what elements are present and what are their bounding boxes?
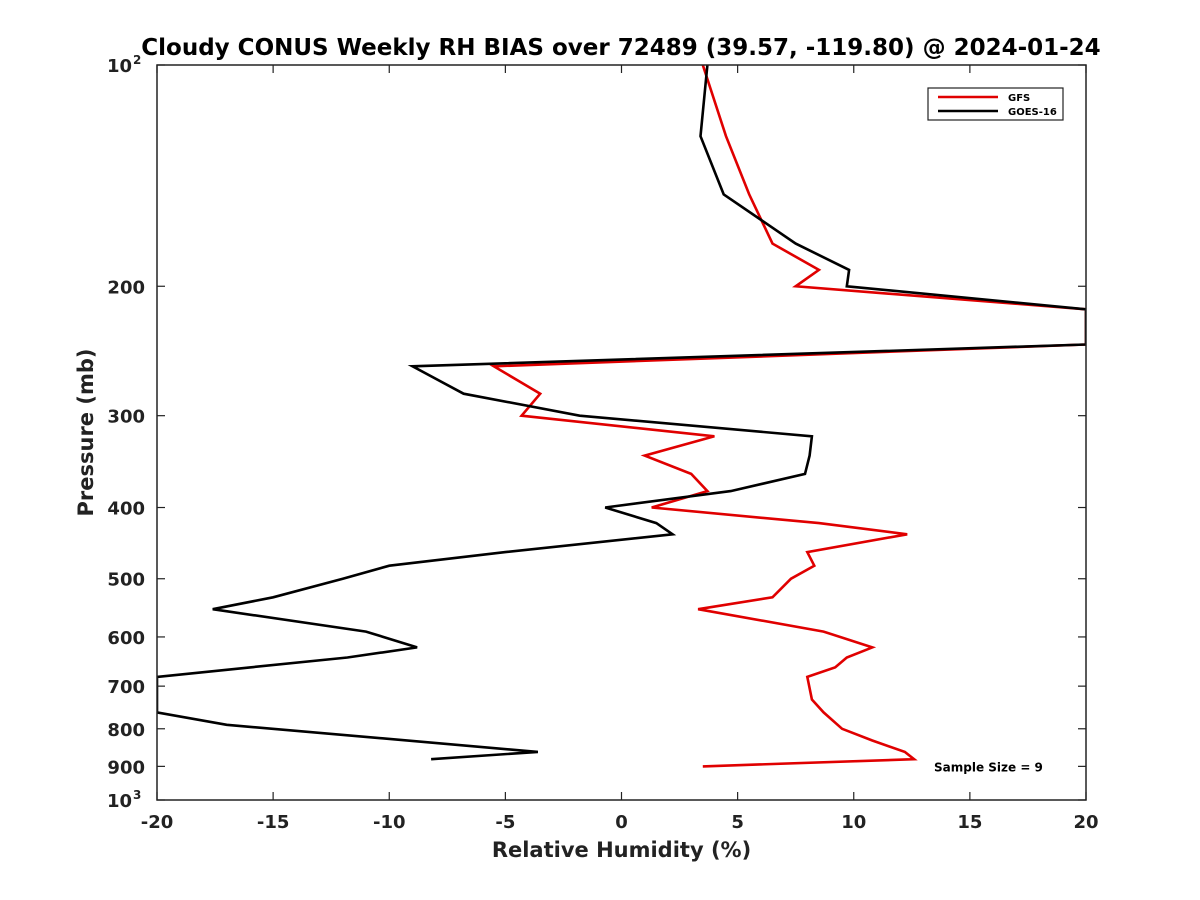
sample-size-annotation: Sample Size = 9 [934,760,1043,774]
x-tick-label: -10 [373,812,406,833]
x-tick-label: 5 [731,812,744,833]
legend-box [927,87,1064,121]
y-tick-label: 900 [107,757,145,778]
y-tick-label: 10 [107,791,132,812]
series-layer [157,65,1086,768]
y-tick-exponent: 2 [133,53,141,67]
x-tick-label: -15 [257,812,290,833]
series-line-goes-16 [157,65,1086,761]
y-tick-label: 10 [107,56,132,77]
y-tick-label: 200 [107,277,145,298]
x-tick-label: 10 [841,812,866,833]
x-tick-label: -20 [141,812,174,833]
y-tick-label: 600 [107,628,145,649]
x-tick-label: -5 [495,812,515,833]
series-line-gfs [489,65,1086,768]
annotations: Sample Size = 9 [934,760,1043,774]
legend-entry: GFS [1008,93,1030,104]
y-tick-label: 500 [107,570,145,591]
legend-entry: GOES-16 [1008,107,1057,118]
x-axis-label: Relative Humidity (%) [492,838,751,862]
y-tick-label: 800 [107,720,145,741]
legend: GFS GOES-16 [927,87,1064,121]
y-tick-label: 700 [107,677,145,698]
y-tick-exponent: 3 [133,788,141,802]
x-axis: -20 -15 -10 -5 0 5 10 15 20 [141,65,1099,833]
y-tick-label: 400 [107,499,145,520]
y-tick-label: 300 [107,407,145,428]
x-tick-label: 20 [1073,812,1098,833]
x-tick-label: 0 [615,812,628,833]
x-tick-label: 15 [957,812,982,833]
chart-title: Cloudy CONUS Weekly RH BIAS over 72489 (… [141,35,1100,61]
y-axis-label: Pressure (mb) [74,349,98,517]
